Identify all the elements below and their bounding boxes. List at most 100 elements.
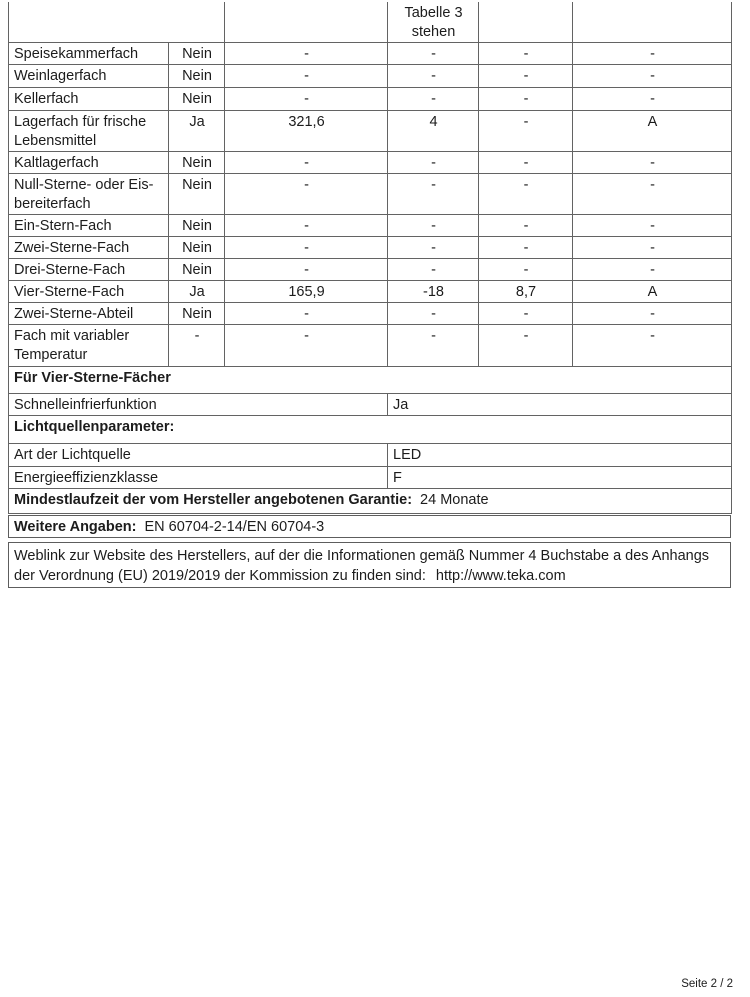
row-value: - [387, 324, 479, 367]
table-row: Zwei-Sterne-Fach Nein - - - - [8, 236, 732, 259]
row-value: - [387, 173, 479, 215]
row-value: - [478, 258, 573, 281]
row-value: - [572, 151, 732, 174]
weblink-text: Weblink zur Website des Herstellers, auf… [14, 548, 710, 584]
row-label: Energieeffizienzklasse [8, 466, 388, 489]
table-row-carryover: Tabelle 3 stehen [8, 2, 732, 43]
row-value: - [224, 42, 388, 65]
row-value: - [572, 64, 732, 88]
weblink-url[interactable]: http://www.teka.com [435, 568, 566, 584]
row-value: Nein [168, 151, 225, 174]
table-row: Art der Lichtquelle LED [8, 443, 732, 467]
weitere-angaben-value: EN 60704-2-14/EN 60704-3 [144, 519, 325, 535]
weitere-angaben-label: Weitere Angaben: [14, 519, 137, 535]
table-row: Vier-Sterne-Fach Ja 165,9 -18 8,7 A [8, 280, 732, 303]
row-value: - [387, 87, 479, 111]
row-value: - [572, 236, 732, 259]
row-label: Zwei-Sterne-Fach [8, 236, 169, 259]
row-value: Nein [168, 64, 225, 88]
row-value: - [224, 173, 388, 215]
row-value: - [572, 324, 732, 367]
row-value: - [478, 173, 573, 215]
row-value: - [478, 87, 573, 111]
row-value: 8,7 [478, 280, 573, 303]
row-value: - [478, 42, 573, 65]
table-row: Zwei-Sterne-Abteil Nein - - - - [8, 302, 732, 325]
table-row: Ein-Stern-Fach Nein - - - - [8, 214, 732, 237]
row-label: Lagerfach für frische Lebensmittel [8, 110, 169, 152]
row-value: F [387, 466, 732, 489]
row-value: Nein [168, 173, 225, 215]
row-value: - [572, 302, 732, 325]
table-row: Kellerfach Nein - - - - [8, 87, 732, 111]
page-number: Seite 2 / 2 [681, 978, 733, 990]
row-value: - [224, 324, 388, 367]
row-value: - [387, 236, 479, 259]
row-value: - [224, 214, 388, 237]
product-datasheet-table: Tabelle 3 stehen Speisekammerfach Nein -… [8, 2, 732, 514]
row-value: - [168, 324, 225, 367]
table-row-section: Lichtquellenparameter: [8, 415, 732, 444]
table-row: Drei-Sterne-Fach Nein - - - - [8, 258, 732, 281]
row-label: Null-Sterne- oder Eis-bereiterfach [8, 173, 169, 215]
row-value: 165,9 [224, 280, 388, 303]
row-value: Nein [168, 42, 225, 65]
row-value: - [478, 324, 573, 367]
table-row: Kaltlagerfach Nein - - - - [8, 151, 732, 174]
table-row: Speisekammerfach Nein - - - - [8, 42, 732, 65]
row-value: - [387, 42, 479, 65]
empty-cell [224, 2, 388, 43]
row-value: Ja [168, 110, 225, 152]
row-value: - [387, 64, 479, 88]
row-value: A [572, 110, 732, 152]
row-label: Kellerfach [8, 87, 169, 111]
row-value: Nein [168, 214, 225, 237]
empty-cell [572, 2, 732, 43]
table-row: Lagerfach für frische Lebensmittel Ja 32… [8, 110, 732, 152]
row-label: Ein-Stern-Fach [8, 214, 169, 237]
row-label: Schnelleinfrierfunktion [8, 393, 388, 416]
row-value: - [224, 64, 388, 88]
empty-cell [478, 2, 573, 43]
row-value: - [572, 42, 732, 65]
row-value: - [387, 214, 479, 237]
row-value: - [478, 64, 573, 88]
table-row-section: Für Vier-Sterne-Fächer [8, 366, 732, 394]
row-label: Weinlagerfach [8, 64, 169, 88]
warranty-label: Mindestlaufzeit der vom Hersteller angeb… [14, 492, 413, 508]
row-value: Nein [168, 236, 225, 259]
row-value: - [478, 214, 573, 237]
row-label: Fach mit variabler Temperatur [8, 324, 169, 367]
row-value: Ja [387, 393, 732, 416]
warranty-cell: Mindestlaufzeit der vom Hersteller angeb… [8, 488, 732, 514]
row-label: Kaltlagerfach [8, 151, 169, 174]
row-value: - [224, 87, 388, 111]
carryover-cell: Tabelle 3 stehen [387, 2, 479, 43]
row-value: - [224, 258, 388, 281]
row-value: Nein [168, 258, 225, 281]
table-row: Weinlagerfach Nein - - - - [8, 64, 732, 88]
row-value: - [572, 258, 732, 281]
table-row: Schnelleinfrierfunktion Ja [8, 393, 732, 416]
row-label: Drei-Sterne-Fach [8, 258, 169, 281]
warranty-row: Mindestlaufzeit der vom Hersteller angeb… [8, 488, 732, 514]
table-row: Null-Sterne- oder Eis-bereiterfach Nein … [8, 173, 732, 215]
row-value: - [478, 302, 573, 325]
row-label: Speisekammerfach [8, 42, 169, 65]
table-row: Energieeffizienzklasse F [8, 466, 732, 489]
row-value: - [572, 173, 732, 215]
row-value: - [478, 151, 573, 174]
row-value: -18 [387, 280, 479, 303]
row-value: LED [387, 443, 732, 467]
row-value: A [572, 280, 732, 303]
empty-cell [8, 2, 225, 43]
row-value: - [387, 151, 479, 174]
section-header-light-source: Lichtquellenparameter: [8, 415, 732, 444]
row-value: - [478, 236, 573, 259]
row-value: - [478, 110, 573, 152]
row-value: - [224, 302, 388, 325]
row-value: - [224, 151, 388, 174]
row-value: - [572, 87, 732, 111]
weitere-angaben-box: Weitere Angaben: EN 60704-2-14/EN 60704-3 [8, 515, 731, 538]
